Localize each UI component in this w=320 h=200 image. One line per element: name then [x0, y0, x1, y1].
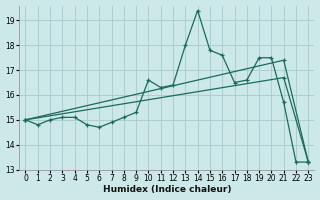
X-axis label: Humidex (Indice chaleur): Humidex (Indice chaleur) — [103, 185, 231, 194]
